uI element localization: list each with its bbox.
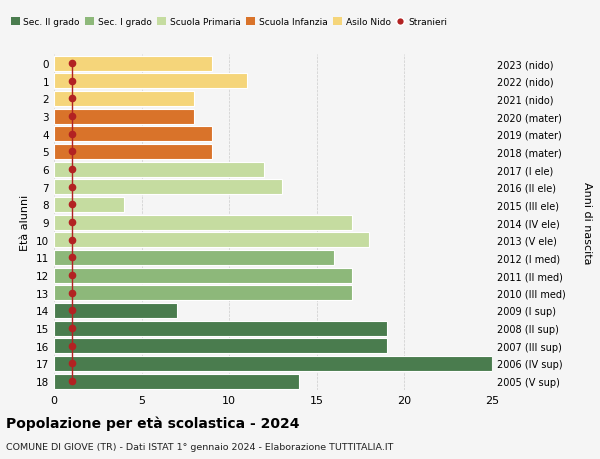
Bar bbox=[54, 339, 387, 353]
Bar bbox=[54, 56, 212, 72]
Bar bbox=[54, 251, 334, 265]
Bar bbox=[54, 74, 247, 89]
Y-axis label: Età alunni: Età alunni bbox=[20, 195, 31, 251]
Y-axis label: Anni di nascita: Anni di nascita bbox=[582, 181, 592, 264]
Bar bbox=[54, 145, 212, 160]
Bar bbox=[54, 162, 264, 177]
Bar bbox=[54, 109, 194, 124]
Bar bbox=[54, 197, 124, 213]
Bar bbox=[54, 374, 299, 389]
Text: Popolazione per età scolastica - 2024: Popolazione per età scolastica - 2024 bbox=[6, 415, 299, 430]
Bar bbox=[54, 268, 352, 283]
Bar bbox=[54, 303, 176, 318]
Text: COMUNE DI GIOVE (TR) - Dati ISTAT 1° gennaio 2024 - Elaborazione TUTTITALIA.IT: COMUNE DI GIOVE (TR) - Dati ISTAT 1° gen… bbox=[6, 442, 394, 451]
Bar bbox=[54, 321, 387, 336]
Bar bbox=[54, 215, 352, 230]
Bar bbox=[54, 127, 212, 142]
Bar bbox=[54, 233, 370, 248]
Bar bbox=[54, 92, 194, 106]
Bar bbox=[54, 180, 282, 195]
Legend: Sec. II grado, Sec. I grado, Scuola Primaria, Scuola Infanzia, Asilo Nido, Stran: Sec. II grado, Sec. I grado, Scuola Prim… bbox=[7, 14, 451, 31]
Bar bbox=[54, 356, 492, 371]
Bar bbox=[54, 285, 352, 301]
